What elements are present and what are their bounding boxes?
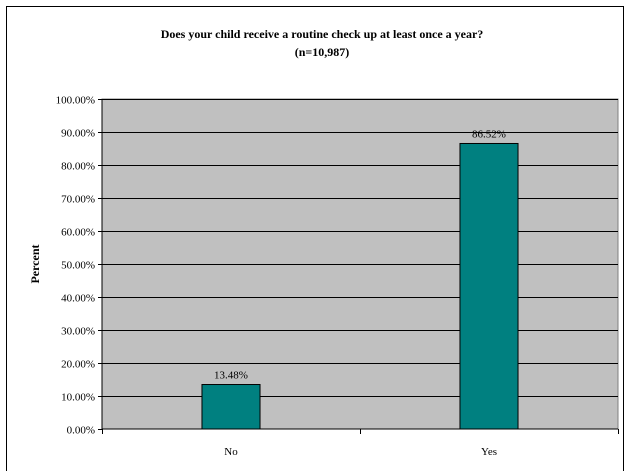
x-tick-label: Yes	[481, 446, 497, 458]
x-tick-label: No	[224, 446, 238, 458]
chart-subtitle: (n=10,987)	[295, 45, 350, 59]
y-tick-label: 90.00%	[61, 128, 95, 140]
data-labels: 13.48% 86.52%	[214, 128, 506, 381]
y-tick-label: 60.00%	[61, 227, 95, 239]
y-tick-label: 50.00%	[61, 260, 95, 272]
bar-no	[201, 384, 261, 430]
bar-yes	[459, 142, 519, 430]
y-tick-label: 0.00%	[67, 425, 95, 437]
y-tick-label: 40.00%	[61, 293, 95, 305]
y-axis-ticks: 0.00% 10.00% 20.00% 30.00% 40.00% 50.00% 60.00…	[56, 95, 102, 437]
y-tick-label: 30.00%	[61, 326, 95, 338]
y-tick-label: 100.00%	[56, 95, 95, 107]
y-tick-label: 70.00%	[61, 194, 95, 206]
data-label-yes: 86.52%	[472, 128, 506, 140]
y-tick-label: 20.00%	[61, 359, 95, 371]
chart-title: Does your child receive a routine check …	[161, 27, 484, 41]
y-tick-label: 80.00%	[61, 161, 95, 173]
data-label-no: 13.48%	[214, 370, 248, 382]
y-tick-label: 10.00%	[61, 392, 95, 404]
gridlines	[102, 99, 618, 397]
x-axis-ticks: No Yes	[102, 429, 619, 458]
y-axis-label: Percent	[28, 244, 42, 283]
bars	[201, 142, 519, 430]
